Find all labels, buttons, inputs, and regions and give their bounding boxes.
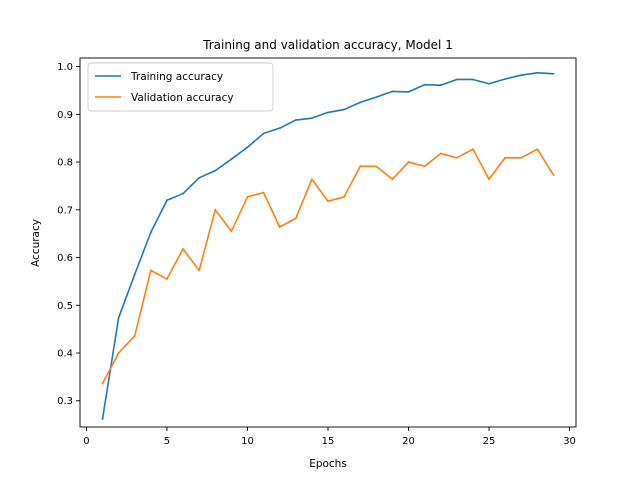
x-tick-label: 5 (164, 436, 170, 447)
data-point (520, 156, 523, 159)
data-point (262, 191, 265, 194)
y-tick-label: 0.7 (57, 205, 73, 216)
data-point (214, 208, 217, 211)
data-point (310, 178, 313, 181)
data-point (455, 156, 458, 159)
y-tick-label: 0.9 (57, 110, 73, 121)
data-point (182, 248, 184, 250)
data-point (504, 156, 507, 159)
data-point (552, 174, 555, 176)
x-tick-label: 10 (241, 436, 254, 447)
data-point (552, 72, 555, 75)
data-point (407, 90, 410, 93)
data-point (455, 78, 458, 81)
data-point (423, 83, 426, 86)
x-tick-label: 25 (483, 436, 496, 447)
data-point (536, 148, 539, 151)
data-point (246, 146, 249, 149)
data-point (391, 178, 394, 181)
data-point (327, 200, 329, 203)
series-layer (101, 71, 555, 420)
y-tick-label: 1.0 (57, 62, 73, 73)
data-point (166, 278, 168, 280)
x-axis: 0 5 10 15 20 25 30 (83, 427, 576, 447)
data-point (343, 196, 346, 198)
data-point (294, 119, 297, 121)
data-point (133, 334, 136, 337)
y-tick-label: 0.8 (57, 158, 73, 169)
data-point (166, 199, 168, 202)
data-point (488, 178, 490, 181)
data-point (230, 158, 233, 161)
data-point (198, 269, 201, 272)
data-point (278, 226, 281, 228)
data-point (101, 382, 104, 385)
data-point (375, 96, 378, 99)
chart-title: Training and validation accuracy, Model … (202, 38, 453, 52)
data-point (149, 269, 152, 272)
data-point (520, 74, 523, 77)
data-point (343, 108, 346, 111)
data-point (117, 352, 120, 354)
data-point (310, 117, 313, 120)
data-point (230, 230, 233, 233)
data-point (101, 417, 104, 420)
data-point (359, 101, 362, 104)
data-point (472, 78, 474, 81)
legend-label: Validation accuracy (131, 92, 234, 104)
data-point (391, 90, 394, 93)
data-point (262, 132, 265, 135)
data-point (407, 161, 410, 163)
data-point (375, 165, 378, 168)
y-axis-label: Accuracy (30, 219, 42, 267)
data-point (117, 316, 120, 319)
data-point (423, 165, 426, 168)
data-point (149, 231, 152, 234)
data-point (294, 217, 297, 220)
data-point (504, 78, 507, 80)
data-point (488, 82, 490, 85)
data-point (182, 192, 184, 195)
data-point (359, 165, 362, 168)
data-point (133, 273, 136, 276)
y-tick-label: 0.3 (57, 396, 73, 407)
y-tick-label: 0.5 (57, 301, 73, 312)
x-axis-label: Epochs (309, 458, 347, 470)
x-tick-label: 30 (563, 436, 576, 447)
x-tick-label: 15 (322, 436, 335, 447)
y-tick-label: 0.6 (57, 253, 73, 264)
data-point (278, 127, 281, 130)
data-point (246, 196, 249, 198)
data-point (439, 152, 442, 155)
y-tick-label: 0.4 (57, 349, 73, 360)
y-axis: 0.3 0.4 0.5 0.6 0.7 0.8 0.9 1.0 (57, 62, 80, 407)
data-point (214, 169, 217, 172)
data-point (198, 176, 201, 179)
x-tick-label: 0 (83, 436, 89, 447)
data-point (536, 71, 539, 74)
legend-label: Training accuracy (130, 71, 223, 83)
legend-box (87, 62, 274, 112)
legend: Training accuracy Validation accuracy (87, 62, 274, 112)
x-tick-label: 20 (402, 436, 415, 447)
data-point (472, 148, 474, 151)
data-point (327, 111, 329, 114)
data-point (439, 84, 442, 87)
